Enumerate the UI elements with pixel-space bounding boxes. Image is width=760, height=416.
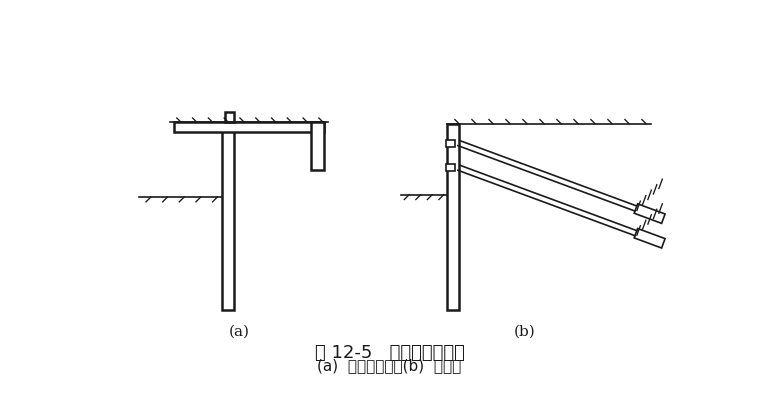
Bar: [225, 111, 234, 122]
Text: 图 12-5   拉锚式支护结构: 图 12-5 拉锚式支护结构: [315, 344, 464, 362]
Bar: [446, 164, 455, 171]
Polygon shape: [634, 204, 665, 223]
Bar: [447, 124, 459, 310]
Text: (a)  地面拉锚式；(b)  锚杆式: (a) 地面拉锚式；(b) 锚杆式: [318, 358, 461, 373]
Bar: [174, 122, 324, 131]
Bar: [311, 122, 324, 170]
Text: (a): (a): [229, 325, 250, 339]
Text: (b): (b): [513, 325, 535, 339]
Bar: [223, 128, 234, 310]
Bar: [446, 140, 455, 146]
Polygon shape: [634, 228, 665, 248]
